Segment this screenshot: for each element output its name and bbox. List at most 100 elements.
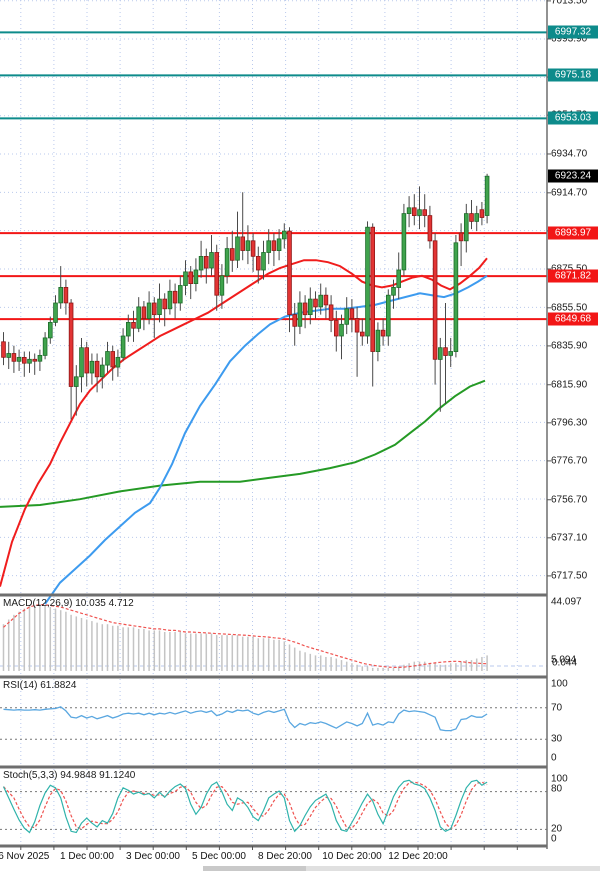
date-axis-label: 5 Dec 00:00: [192, 851, 246, 862]
candle-bull: [198, 255, 204, 271]
candle-bear: [172, 290, 178, 304]
candle-bear: [458, 232, 464, 242]
support-price-badge: 6871.82: [548, 269, 598, 283]
candle-bull: [89, 360, 95, 374]
candle-bull: [42, 337, 48, 356]
candle-bull: [157, 298, 162, 316]
candle-bull: [463, 213, 469, 242]
resistance-price-badge: 6975.18: [548, 68, 598, 82]
candle-bear: [250, 240, 256, 257]
candle-bull: [437, 347, 443, 360]
candle-bull: [245, 240, 251, 251]
candle-bear: [359, 331, 365, 337]
candle-bear: [422, 209, 427, 216]
price-axis-label: 7013.50: [551, 0, 588, 7]
candle-bear: [370, 226, 375, 352]
candle-bear: [432, 240, 438, 360]
candle-bull: [167, 290, 173, 310]
candle-bear: [302, 302, 308, 316]
candle-bull: [448, 351, 453, 356]
support-price-badge: 6849.68: [548, 312, 598, 326]
candle-bear: [141, 306, 147, 319]
date-axis-label: 26 Nov 2025: [0, 851, 50, 862]
candle-bear: [240, 236, 246, 251]
candle-bull: [375, 329, 381, 353]
rsi-axis-label: 70: [551, 702, 563, 714]
price-axis-label: 6914.70: [551, 187, 588, 199]
date-axis-label: 8 Dec 20:00: [258, 851, 312, 862]
rsi-axis-label: 0: [551, 752, 557, 764]
candle-bear: [188, 271, 194, 284]
bottom-strip-segment: [203, 866, 306, 871]
stoch-k-line: [2, 779, 488, 834]
price-axis-label: 6815.90: [551, 379, 588, 391]
candle-bear: [21, 356, 27, 364]
candle-bull: [27, 358, 32, 364]
price-axis-label: 6737.10: [551, 532, 588, 544]
stoch-d-line: [3, 781, 488, 830]
candle-bear: [333, 320, 339, 337]
candle-bull: [177, 285, 183, 304]
candle-bull: [146, 302, 152, 319]
candle-bear: [94, 360, 100, 378]
ma-mid-blue-line: [44, 274, 488, 605]
price-axis-label: 6855.50: [551, 302, 588, 314]
price-axis-label: 6717.50: [551, 570, 588, 582]
candle-bear: [271, 240, 277, 251]
candle-bear: [349, 308, 355, 319]
candle-bull: [136, 306, 142, 329]
candle-bull: [401, 213, 407, 271]
candle-bull: [391, 286, 396, 296]
candle-bull: [219, 275, 225, 296]
candle-bear: [380, 329, 386, 337]
candle-bull: [344, 308, 349, 325]
candle-bull: [453, 242, 459, 353]
rsi-line: [3, 706, 488, 732]
candle-bear: [443, 347, 448, 356]
price-axis-label: 6835.90: [551, 340, 588, 352]
candle-bear: [110, 351, 116, 368]
candle-bear: [63, 286, 69, 304]
rsi-axis-label: 100: [551, 678, 568, 690]
macd-axis-overlap-label: 0.044: [552, 657, 578, 669]
candle-bull: [297, 302, 303, 327]
date-axis-label: 10 Dec 20:00: [322, 851, 382, 862]
candle-bull: [417, 209, 422, 216]
candle-bear: [32, 358, 37, 362]
candle-bull: [105, 351, 110, 366]
candle-bull: [396, 269, 401, 288]
macd-signal-line: [3, 604, 488, 668]
candle-bull: [307, 298, 313, 316]
candle-bear: [354, 318, 360, 333]
date-axis-label: 3 Dec 00:00: [126, 851, 180, 862]
candle-bull: [209, 252, 214, 269]
candle-bull: [16, 356, 22, 362]
candle-bear: [323, 294, 329, 306]
candle-bull: [406, 207, 412, 215]
candle-bear: [11, 353, 17, 362]
candle-bull: [276, 238, 282, 251]
stoch-axis-label: 0: [551, 833, 557, 845]
candle-bull: [58, 286, 63, 304]
resistance-price-badge: 6997.32: [548, 25, 598, 39]
candle-bull: [193, 269, 199, 285]
support-price-badge: 6893.97: [548, 226, 598, 240]
ma-slow-green-line: [0, 379, 486, 508]
candle-bear: [287, 230, 292, 316]
candle-bear: [84, 347, 90, 374]
candle-bear: [214, 252, 220, 296]
candle-bull: [474, 213, 479, 222]
candle-bear: [1, 341, 6, 358]
ma-fast-red-line: [0, 257, 488, 587]
candle-bear: [68, 302, 74, 387]
candle-bull: [100, 364, 105, 378]
stoch-axis-label: 20: [551, 823, 563, 835]
stoch-axis-label: 100: [551, 773, 568, 785]
price-axis-label: 6756.70: [551, 494, 588, 506]
candle-bear: [313, 298, 318, 308]
price-axis-label: 6776.70: [551, 455, 588, 467]
candle-bull: [318, 294, 323, 308]
candle-bear: [203, 255, 209, 269]
candle-bull: [37, 354, 43, 362]
